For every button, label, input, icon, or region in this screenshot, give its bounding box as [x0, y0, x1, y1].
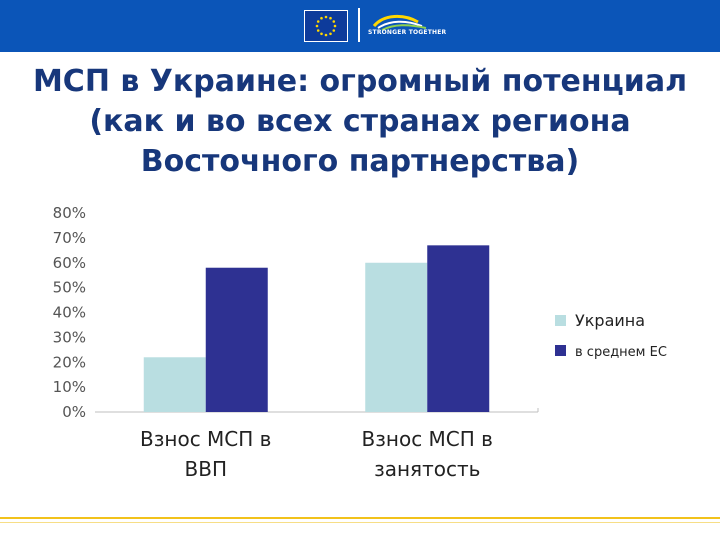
eu-star — [333, 24, 337, 28]
title-line-3: Восточного партнерства) — [140, 144, 580, 179]
logo-divider — [358, 8, 360, 42]
legend-swatch — [555, 345, 566, 356]
eu-stars-icon — [315, 15, 337, 37]
category-label: занятость — [374, 457, 480, 481]
bar — [427, 245, 490, 412]
category-label: ВВП — [185, 457, 227, 481]
category-label: Взнос МСП в — [140, 427, 271, 451]
category-label: Взнос МСП в — [362, 427, 493, 451]
y-tick-label: 10% — [53, 378, 86, 396]
y-tick-label: 40% — [53, 304, 86, 322]
y-tick-label: 70% — [53, 229, 86, 247]
footer-line — [0, 517, 720, 519]
y-tick-label: 50% — [53, 279, 86, 297]
footer-line-thin — [0, 522, 720, 523]
title-line-1: МСП в Украине: огромный потенциал — [32, 64, 688, 99]
y-tick-label: 30% — [53, 328, 86, 346]
eu-star — [316, 29, 320, 32]
eu-star — [320, 16, 323, 20]
eu-star — [324, 33, 328, 37]
eu-star — [316, 20, 320, 23]
eu-star — [315, 24, 319, 28]
title-line-2: (как и во всех странах региона — [89, 104, 631, 139]
logo-text: STRONGER TOGETHER — [368, 29, 447, 36]
eu-star — [320, 32, 323, 36]
bar — [143, 357, 206, 412]
eu-star — [332, 29, 336, 32]
y-tick-label: 80% — [53, 204, 86, 222]
eu-flag-icon — [304, 10, 348, 42]
legend-swatch — [555, 315, 566, 326]
eu-star — [332, 20, 336, 23]
page-title: МСП в Украине: огромный потенциал (как и… — [30, 62, 690, 182]
y-tick-label: 0% — [62, 403, 86, 421]
bar — [365, 262, 428, 412]
eu-star — [324, 15, 328, 19]
legend-label: в среднем ЕС — [575, 345, 667, 360]
legend-label: Украина — [575, 311, 645, 330]
eu-star — [329, 32, 332, 36]
y-tick-label: 20% — [53, 353, 86, 371]
bar — [205, 267, 268, 412]
eastern-partnership-logo-icon — [372, 15, 427, 31]
bar-chart: 0% 10% 20% 30% 40% 50% 60% 70% 80% Взнос МСП в ВВП… — [53, 204, 667, 481]
y-tick-label: 60% — [53, 254, 86, 272]
eu-star — [329, 16, 332, 20]
header-bar: STRONGER TOGETHER — [0, 0, 720, 52]
